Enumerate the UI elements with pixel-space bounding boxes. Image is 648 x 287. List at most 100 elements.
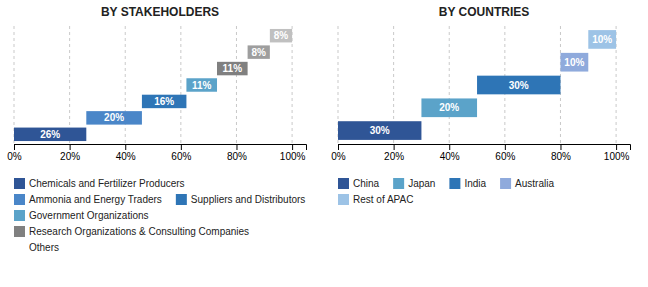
grid-line — [236, 26, 237, 144]
tick: 80% — [551, 144, 571, 162]
bar — [270, 29, 292, 42]
legend-label: Government Organizations — [29, 210, 149, 221]
chart-root: 26%20%16%11%11%8%8%0%20%40%60%80%100%BY … — [0, 0, 648, 287]
data-label: 20% — [104, 112, 124, 123]
legend-label: China — [353, 178, 380, 189]
tick-mark — [505, 144, 506, 150]
legend-label: India — [464, 178, 486, 189]
legend-label: Rest of APAC — [353, 194, 413, 205]
legend-swatch — [14, 178, 25, 189]
tick: 60% — [495, 144, 515, 162]
tick-label: 40% — [116, 151, 136, 162]
legend-label: Ammonia and Energy Traders — [29, 194, 162, 205]
x-axis: 0% 20% 40% 60% 80% 100% — [331, 144, 630, 162]
data-label: 10% — [592, 34, 612, 45]
legend-item: Japan — [393, 178, 435, 189]
data-label: 8% — [274, 30, 289, 41]
data-labels: 26% 20% 16% 11% 11% 8% 8% — [40, 30, 288, 140]
grid-line — [14, 26, 15, 144]
tick: 100% — [280, 144, 306, 162]
legend-swatch — [14, 210, 25, 221]
axis-line — [339, 145, 631, 151]
tick: 20% — [384, 144, 404, 162]
panel: 26%20%16%11%11%8%8%0%20%40%60%80%100% — [7, 26, 306, 162]
tick-mark — [394, 144, 395, 150]
legend-label: Chemicals and Fertilizer Producers — [29, 178, 185, 189]
tick-mark — [338, 144, 339, 150]
bar — [560, 53, 588, 72]
legend-label: Japan — [408, 178, 435, 189]
tick-label: 20% — [384, 151, 404, 162]
tick-mark — [449, 144, 450, 150]
legend-label: Suppliers and Distributors — [191, 194, 306, 205]
legend-swatch — [14, 226, 25, 237]
data-label: 26% — [40, 129, 60, 140]
chart-title: BY COUNTRIES — [439, 5, 529, 19]
legend-swatch — [338, 194, 349, 205]
chart-title: BY STAKEHOLDERS — [101, 5, 219, 19]
grid — [14, 26, 292, 144]
grid-line — [125, 26, 126, 144]
tick-mark — [560, 144, 561, 150]
tick-label: 0% — [7, 151, 22, 162]
tick-mark — [292, 144, 293, 150]
bar — [86, 111, 142, 124]
grid-line — [292, 26, 293, 144]
bars — [14, 29, 292, 141]
tick: 20% — [60, 144, 80, 162]
tick: 40% — [440, 144, 460, 162]
data-label: 11% — [192, 80, 212, 91]
tick-mark — [70, 144, 71, 150]
bar — [477, 76, 560, 95]
legend-swatch — [14, 194, 25, 205]
axis-line — [15, 145, 307, 151]
grid-line — [69, 26, 70, 144]
tick-label: 0% — [331, 151, 346, 162]
tick-label: 80% — [551, 151, 571, 162]
data-label: 8% — [251, 47, 266, 58]
legend: ChinaJapanIndiaAustraliaRest of APAC — [338, 178, 554, 205]
legend-label: Research Organizations & Consulting Comp… — [29, 226, 249, 237]
legend-item: India — [449, 178, 486, 189]
data-label: 10% — [564, 57, 584, 68]
tick: 0% — [7, 144, 22, 162]
data-label: 16% — [154, 96, 174, 107]
bar — [14, 128, 86, 141]
bar — [588, 30, 616, 49]
legend-label: Others — [29, 242, 59, 253]
data-label: 30% — [509, 80, 529, 91]
data-labels: 30%20%30%10%10% — [370, 34, 613, 136]
data-label: 20% — [439, 102, 459, 113]
bar — [186, 78, 217, 91]
bar — [421, 98, 477, 117]
tick-label: 80% — [227, 151, 247, 162]
tick: 60% — [171, 144, 191, 162]
grid-line — [180, 26, 181, 144]
tick-label: 20% — [60, 151, 80, 162]
legend-item: Chemicals and Fertilizer Producers — [14, 178, 185, 189]
bar — [142, 95, 186, 108]
grid — [338, 26, 616, 144]
tick-label: 100% — [280, 151, 306, 162]
legend-item: Government Organizations — [14, 210, 149, 221]
legend: Chemicals and Fertilizer Producers Ammoni… — [14, 178, 305, 253]
legend-swatch — [393, 178, 404, 189]
legend-swatch — [338, 178, 349, 189]
legend-item: Others — [29, 242, 59, 253]
tick-label: 100% — [604, 151, 630, 162]
bars — [338, 30, 616, 140]
tick-mark — [181, 144, 182, 150]
tick: 80% — [227, 144, 247, 162]
legend-swatch — [500, 178, 511, 189]
legend-item: China — [338, 178, 380, 189]
bar — [248, 45, 270, 58]
tick-label: 60% — [495, 151, 515, 162]
tick: 40% — [116, 144, 136, 162]
legend-item: Research Organizations & Consulting Comp… — [14, 226, 249, 237]
tick-label: 60% — [171, 151, 191, 162]
tick-label: 40% — [440, 151, 460, 162]
bar — [217, 62, 248, 75]
bar — [338, 121, 421, 140]
panel: 30%20%30%10%10%0%20%40%60%80%100% — [331, 26, 630, 162]
data-label: 11% — [223, 63, 243, 74]
